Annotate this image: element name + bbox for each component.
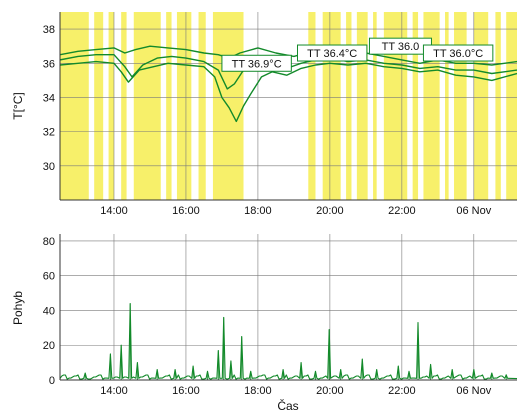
activity-band — [506, 12, 517, 200]
movement-x-tick-label: 06 Nov — [456, 385, 491, 397]
activity-band — [412, 12, 419, 200]
movement-x-tick-label: 18:00 — [244, 385, 272, 397]
temperature-annotation-4: TT 36.0°C — [422, 44, 494, 62]
activity-band — [133, 12, 161, 200]
movement-plot-content — [60, 234, 517, 380]
activity-band — [121, 12, 127, 200]
movement-x-tick-label: 16:00 — [172, 385, 200, 397]
temperature-x-tick-label: 22:00 — [388, 205, 416, 217]
temperature-annotation-1: TT 36.9°C — [221, 54, 292, 72]
activity-band — [198, 12, 206, 200]
activity-band — [322, 12, 341, 200]
temperature-y-tick-label: 30 — [43, 161, 55, 173]
movement-series-line — [60, 302, 517, 380]
activity-band — [94, 12, 104, 200]
time-x-axis-label: Čas — [277, 398, 298, 413]
temperature-x-tick-label: 06 Nov — [456, 205, 491, 217]
movement-y-axis-label: Pohyb — [11, 291, 25, 325]
activity-band — [445, 12, 449, 200]
activity-band — [60, 12, 89, 200]
annotation-text: TT 36.0°C — [433, 48, 483, 60]
temperature-x-tick-label: 14:00 — [100, 205, 128, 217]
annotation-box — [221, 54, 292, 72]
movement-y-tick-label: 40 — [43, 305, 55, 317]
temperature-y-tick-label: 32 — [43, 127, 55, 139]
temperature-x-tick-label: 18:00 — [244, 205, 272, 217]
activity-band — [373, 12, 377, 200]
temperature-panel: TT 36.9°C TT 36.4°C TT 36.0 TT 36.0°C 30 32 34… — [43, 12, 517, 217]
movement-y-tick-label: 80 — [43, 236, 55, 248]
temperature-annotation-2: TT 36.4°C — [296, 44, 368, 62]
movement-plot-area — [60, 234, 517, 380]
movement-panel: 0 20 40 60 80 14:00 16:00 18:00 20:00 22:00 06 Nov — [43, 234, 517, 397]
activity-band — [176, 12, 192, 200]
annotation-box — [422, 44, 494, 62]
activity-band — [308, 12, 316, 200]
activity-band — [495, 12, 501, 200]
movement-y-tick-label: 20 — [43, 340, 55, 352]
annotation-text: TT 36.9°C — [232, 58, 282, 70]
movement-y-tick-label: 0 — [49, 375, 55, 387]
activity-band — [473, 12, 489, 200]
movement-x-tick-label: 14:00 — [100, 385, 128, 397]
temperature-annotation-3: TT 36.0 — [368, 37, 432, 55]
temperature-y-tick-label: 36 — [43, 58, 55, 70]
temperature-plot-content: TT 36.9°C TT 36.4°C TT 36.0 TT 36.0°C — [60, 12, 517, 200]
activity-band — [383, 12, 408, 200]
movement-x-tick-label: 22:00 — [388, 385, 416, 397]
annotation-text: TT 36.4°C — [307, 48, 357, 60]
activity-band — [454, 12, 467, 200]
annotation-box — [296, 44, 368, 62]
activity-band — [166, 12, 172, 200]
movement-x-tick-label: 20:00 — [316, 385, 344, 397]
temperature-series-line-1 — [60, 45, 517, 66]
temperature-y-tick-label: 34 — [43, 92, 55, 104]
temperature-y-tick-label: 38 — [43, 24, 55, 36]
temperature-y-axis-label: T[°C] — [11, 92, 25, 119]
movement-y-tick-label: 60 — [43, 271, 55, 283]
temperature-x-tick-label: 16:00 — [172, 205, 200, 217]
temperature-series-line-3 — [60, 60, 517, 123]
temperature-x-tick-label: 20:00 — [316, 205, 344, 217]
activity-band — [356, 12, 368, 200]
activity-band — [108, 12, 114, 200]
annotation-text: TT 36.0 — [382, 41, 420, 53]
activity-band — [346, 12, 352, 200]
